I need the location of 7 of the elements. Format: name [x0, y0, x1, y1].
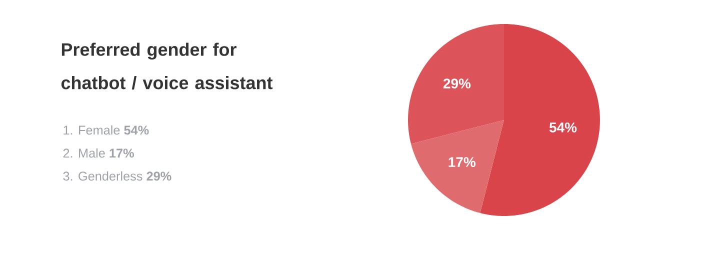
text: 1. Female 54% [64, 125, 149, 135]
text: 3. Genderless 29% [63, 171, 172, 181]
data-label: 29% [443, 78, 471, 88]
text: Preferred gender for chatbot / voice assistant [61, 42, 273, 90]
text: 2. Male 17% [63, 148, 134, 158]
data-label: 17% [448, 157, 476, 167]
data-label: 54% [549, 122, 577, 132]
